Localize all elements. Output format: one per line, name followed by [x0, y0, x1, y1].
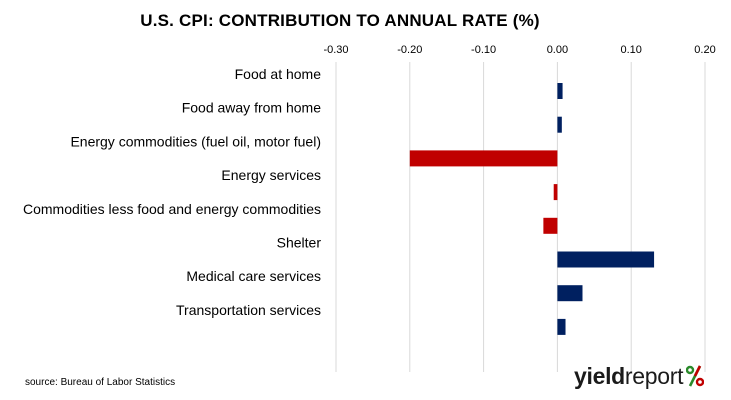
x-tick-label: 0.10	[620, 44, 641, 56]
logo-part-report: report	[624, 363, 684, 389]
category-label: Medical care services	[186, 268, 321, 284]
category-label: Transportation services	[176, 302, 321, 318]
bar	[409, 150, 558, 167]
category-label: Energy commodities (fuel oil, motor fuel…	[70, 133, 321, 149]
bar	[557, 285, 583, 302]
bar	[557, 116, 562, 133]
bar	[557, 251, 655, 268]
x-tick-label: -0.10	[471, 44, 496, 56]
bar	[557, 318, 566, 335]
source-note: source: Bureau of Labor Statistics	[25, 377, 176, 388]
x-tick-label: 0.00	[547, 44, 568, 56]
x-tick-label: -0.20	[397, 44, 422, 56]
x-tick-label: 0.20	[694, 44, 715, 56]
x-tick-label: -0.30	[323, 44, 348, 56]
category-label: Food at home	[235, 66, 322, 82]
chart-title: U.S. CPI: CONTRIBUTION TO ANNUAL RATE (%…	[140, 11, 540, 30]
bar	[543, 217, 558, 234]
category-label: Shelter	[277, 235, 322, 251]
bar	[557, 83, 563, 99]
category-label: Energy services	[221, 167, 321, 183]
category-label: Commodities less food and energy commodi…	[23, 201, 321, 217]
yieldreport-logo: yieldreport	[574, 363, 705, 390]
logo-percent-icon	[686, 365, 705, 387]
logo-part-yield: yield	[574, 363, 625, 389]
bar	[553, 184, 558, 201]
category-label: Food away from home	[182, 100, 321, 116]
